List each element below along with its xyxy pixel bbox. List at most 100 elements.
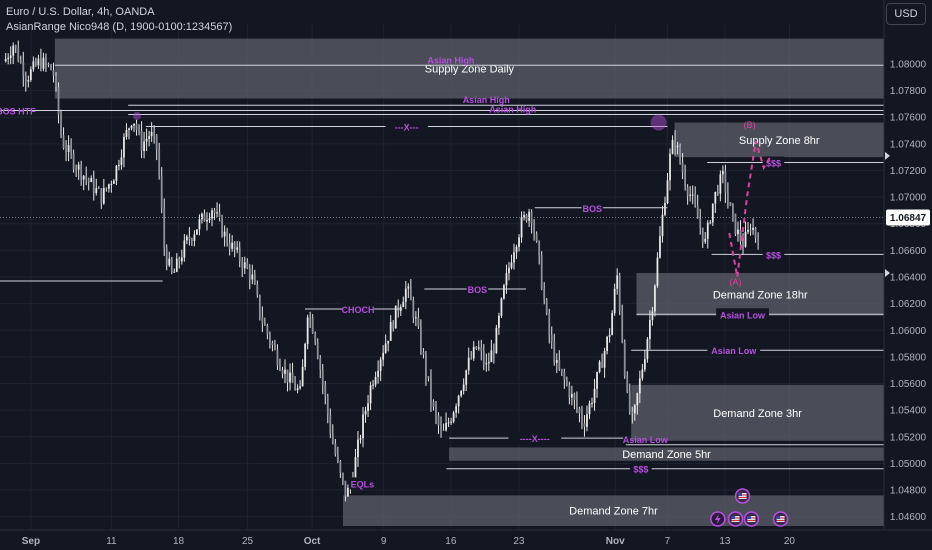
candle-body (269, 334, 271, 343)
candle-body (347, 487, 349, 497)
candle-body (661, 214, 664, 237)
candle-body (558, 360, 561, 370)
price-tick-label: 1.04800 (890, 486, 927, 497)
candle-body (168, 258, 171, 266)
candle-body (553, 341, 556, 363)
candle-body (178, 258, 181, 262)
candle-body (684, 172, 687, 187)
level-label: CHOCH (342, 305, 375, 315)
time-axis[interactable] (0, 530, 932, 550)
candle-body (563, 372, 566, 380)
candle-body (545, 299, 548, 314)
candle-body (45, 57, 47, 64)
candle-body (616, 275, 619, 289)
candle-body (321, 369, 324, 385)
candle-body (188, 236, 191, 240)
level-label-bg (707, 344, 761, 357)
candle-body (581, 413, 583, 424)
candle-body (676, 145, 679, 147)
candle-body (324, 384, 327, 397)
candle-body (729, 202, 732, 206)
candle-body (593, 388, 596, 403)
candle-body (47, 63, 50, 65)
candle-body (598, 361, 601, 373)
level-label-bg (385, 120, 428, 133)
candle-body (588, 403, 591, 415)
candle-body (37, 58, 40, 66)
price-tick-label: 1.06600 (890, 246, 927, 257)
candle-body (742, 241, 744, 247)
candle-body (133, 123, 135, 126)
candle-body (208, 218, 211, 220)
candle-body (628, 391, 631, 412)
candle-body (364, 410, 367, 415)
zone-label: Demand Zone 3hr (713, 408, 802, 420)
candle-body (193, 234, 196, 241)
candle-body (279, 365, 281, 371)
candle-body (654, 285, 656, 312)
candle-body (379, 359, 382, 371)
candle-body (87, 178, 90, 183)
candle-body (241, 261, 244, 269)
candle-body (387, 340, 390, 344)
candle-body (397, 305, 400, 311)
level-label-bg (630, 462, 652, 475)
candle-body (543, 288, 546, 300)
candle-body (145, 138, 148, 142)
pivot-high-circle (650, 114, 667, 131)
candle-body (42, 57, 45, 69)
candle-body (238, 247, 241, 262)
candle-body (29, 69, 32, 81)
zone-rect (449, 447, 884, 461)
candle-body (276, 349, 279, 366)
candle-body (4, 58, 7, 62)
flag-field (776, 516, 785, 522)
flag-field (731, 516, 740, 522)
candle-body (135, 123, 138, 130)
candle-body (460, 390, 463, 396)
candle-body (233, 242, 236, 250)
level-label-bg (349, 477, 376, 490)
candle-body (289, 372, 291, 383)
level-label: Asian High (489, 105, 536, 115)
candle-body (206, 219, 208, 222)
zone-edge-arrow (885, 269, 890, 278)
candle-body (110, 183, 113, 185)
level-label: Asian Low (711, 346, 757, 356)
candle-body (699, 218, 702, 228)
candle-body (153, 131, 156, 135)
currency-button[interactable]: USD (886, 3, 926, 25)
candle-body (55, 75, 57, 88)
candle-body (213, 210, 216, 214)
candle-body (724, 171, 727, 193)
price-tick-label: 1.04600 (890, 512, 927, 523)
candle-body (120, 157, 123, 165)
candle-body (80, 164, 83, 180)
candle-body (389, 322, 392, 341)
price-tick-label: 1.05400 (890, 406, 927, 417)
candle-body (143, 141, 145, 152)
flag-canton (747, 516, 751, 519)
candle-body (404, 288, 407, 302)
candle-body (596, 372, 598, 389)
candle-body (419, 326, 422, 352)
candle-body (226, 231, 229, 244)
candle-body (452, 412, 455, 422)
candle-body (515, 246, 518, 253)
candle-body (274, 345, 276, 350)
price-axis[interactable] (884, 0, 932, 550)
level-label: $$$ (633, 465, 648, 475)
price-tick-label: 1.06200 (890, 299, 927, 310)
time-tick-label: 18 (173, 536, 185, 547)
candle-body (170, 258, 173, 273)
candle-body (621, 311, 624, 342)
candle-body (732, 205, 734, 214)
candle-body (689, 194, 692, 196)
candle-body (681, 162, 684, 173)
projection-path (728, 140, 772, 278)
candle-body (253, 274, 256, 285)
candle-body (578, 408, 581, 414)
candle-body (196, 229, 198, 235)
candle-body (686, 186, 689, 196)
